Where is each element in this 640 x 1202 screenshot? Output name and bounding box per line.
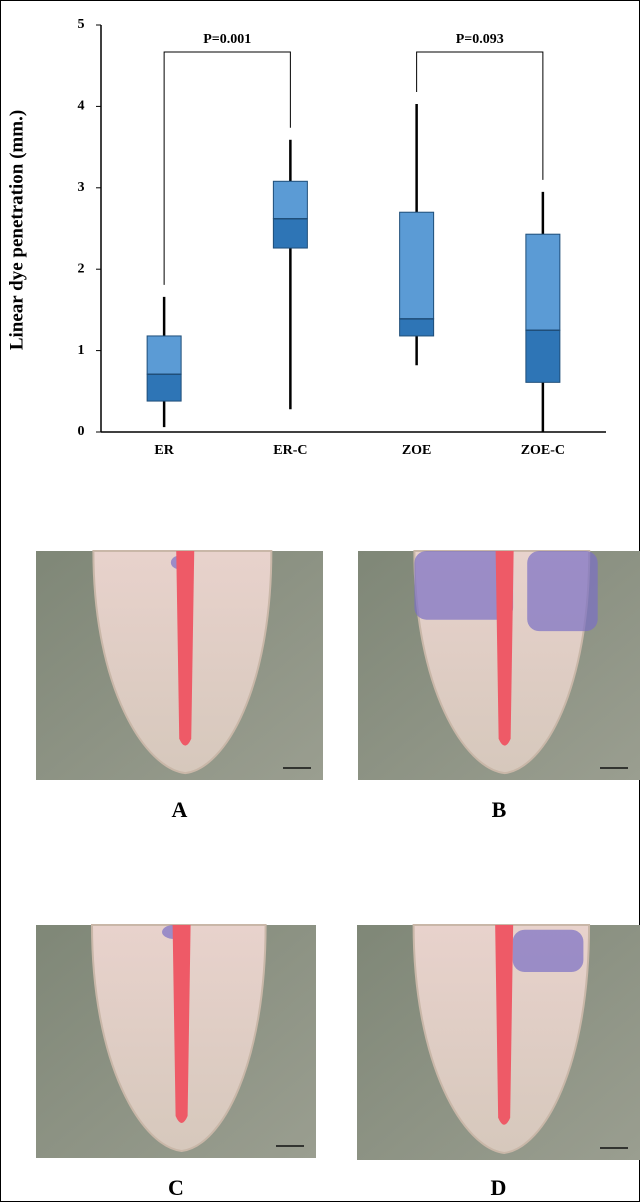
root-canal [176, 551, 195, 746]
panel-label: B [492, 797, 507, 822]
dye-stain [414, 551, 514, 620]
panel-label: D [491, 1175, 507, 1200]
panel-label: C [168, 1175, 184, 1200]
significance-bracket [416, 51, 544, 180]
box-upper [399, 211, 435, 320]
box-lower [146, 373, 182, 402]
dye-stain [512, 929, 584, 972]
box-lower [525, 329, 561, 383]
root-canal [495, 551, 514, 746]
y-tick-label: 4 [78, 99, 85, 114]
dye-stain [527, 551, 598, 632]
box-lower [272, 218, 308, 249]
y-tick-label: 1 [78, 343, 85, 358]
y-tick-label: 3 [78, 180, 85, 195]
box-lower [399, 318, 435, 337]
significance-label: P=0.001 [203, 32, 251, 47]
x-tick-label: ER-C [273, 443, 307, 458]
x-tick-label: ZOE [402, 443, 432, 458]
significance-label: P=0.093 [456, 32, 504, 47]
y-tick-label: 0 [78, 424, 85, 439]
root-canal [172, 925, 191, 1124]
box-upper [525, 233, 561, 331]
x-tick-label: ZOE-C [521, 443, 565, 458]
root-canal [495, 925, 514, 1125]
box-upper [146, 335, 182, 375]
y-tick-label: 2 [78, 261, 85, 276]
y-tick-label: 5 [78, 17, 85, 32]
box-upper [272, 180, 308, 220]
y-axis-label: Linear dye penetration (mm.) [6, 110, 27, 350]
panel-label: A [172, 797, 188, 822]
significance-bracket [163, 51, 291, 285]
x-tick-label: ER [154, 443, 174, 458]
